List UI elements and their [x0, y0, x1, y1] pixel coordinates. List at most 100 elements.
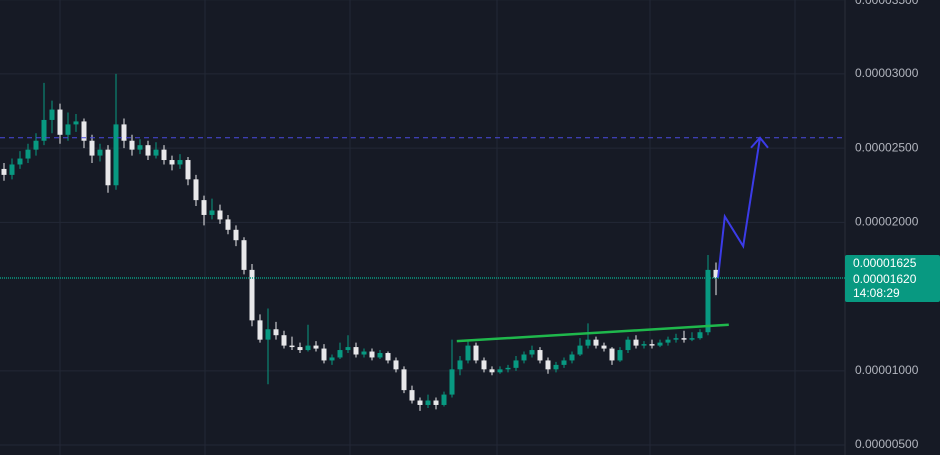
candle-body [97, 149, 103, 156]
candle-body [689, 338, 695, 340]
countdown: 14:08:29 [853, 286, 900, 300]
candle-body [401, 369, 407, 391]
candle-body [497, 369, 503, 373]
candle-body [169, 160, 175, 165]
candle-body [425, 400, 431, 405]
candle-body [545, 360, 551, 370]
y-tick-label: 0.00002500 [855, 140, 919, 154]
vertical-grid [59, 0, 796, 455]
candle-body [297, 347, 303, 351]
last-price-box [845, 255, 940, 302]
candle-body [209, 210, 215, 215]
candle-body [521, 354, 527, 361]
candle-body [417, 400, 423, 405]
candle-body [553, 364, 559, 370]
candle-body [681, 338, 687, 340]
candle-body [65, 124, 71, 135]
candle-body [273, 329, 279, 336]
candle-body [217, 210, 223, 220]
candle-body [577, 345, 583, 355]
candle-body [457, 360, 463, 370]
candle-body [201, 200, 207, 215]
candle-body [393, 360, 399, 370]
candle-body [697, 332, 703, 339]
candle-body [145, 145, 151, 156]
last-price-label: 0.00001625 [853, 256, 917, 270]
candle-body [449, 369, 455, 395]
y-tick-label: 0.00000500 [855, 437, 919, 451]
candle-body [641, 344, 647, 346]
candle-body [249, 269, 255, 321]
y-tick-label: 0.00003500 [855, 0, 919, 7]
candle-body [609, 348, 615, 361]
candle-body [649, 344, 655, 346]
candle-body [305, 345, 311, 351]
candle-body [73, 121, 79, 125]
candle-body [345, 347, 351, 351]
y-tick-label: 0.00003000 [855, 66, 919, 80]
candle-body [505, 367, 511, 370]
candle-body [265, 329, 271, 340]
candle-body [537, 350, 543, 361]
candle-body [385, 353, 391, 361]
candle-body [601, 345, 607, 349]
candle-body [465, 345, 471, 361]
candle-body [41, 119, 47, 141]
bid-label: 0.00001620 [853, 272, 917, 286]
candle-body [225, 219, 231, 230]
candle-body [617, 350, 623, 361]
candle-body [177, 160, 183, 165]
candle-body [233, 229, 239, 241]
candle-body [25, 149, 31, 159]
candle-body [569, 354, 575, 361]
candle-body [441, 394, 447, 405]
candle-body [625, 339, 631, 351]
candle-body [1, 168, 7, 175]
candle-body [529, 350, 535, 355]
candle-body [657, 342, 663, 346]
candle-body [481, 360, 487, 370]
candle-body [713, 269, 719, 279]
candle-body [433, 400, 439, 405]
candle-body [665, 339, 671, 343]
candle-body [257, 320, 263, 340]
arrow-head [750, 136, 769, 149]
candle-body [57, 109, 63, 135]
candle-body [561, 360, 567, 365]
candle-body [513, 360, 519, 368]
candle-body [489, 369, 495, 373]
candle-body [409, 390, 415, 401]
candle-body [353, 347, 359, 355]
candle-body [241, 240, 247, 270]
candle-body [89, 140, 95, 156]
candle-body [289, 345, 295, 348]
candle-body [153, 149, 159, 156]
candle-body [593, 339, 599, 346]
candle-body [33, 140, 39, 150]
candle-body [185, 160, 191, 180]
candle-body [129, 140, 135, 150]
y-tick-label: 0.00002000 [855, 215, 919, 229]
candle-body [121, 124, 127, 141]
projection-path [717, 137, 761, 279]
candle-body [329, 357, 335, 361]
candle-body [105, 149, 111, 186]
candle-body [313, 345, 319, 349]
candle-body [49, 109, 55, 120]
trendline [456, 323, 729, 343]
candle-body [193, 179, 199, 201]
candle-body [9, 164, 15, 175]
candle-body [161, 149, 167, 161]
candle-body [673, 338, 679, 340]
candle-body [633, 339, 639, 346]
candle-body [369, 351, 375, 358]
candle-body [81, 121, 87, 141]
candle-body [321, 348, 327, 361]
candle-body [17, 158, 23, 165]
y-tick-label: 0.00001000 [855, 363, 919, 377]
candle-body [705, 269, 711, 333]
candle-body [585, 339, 591, 346]
candle-body [137, 145, 143, 150]
